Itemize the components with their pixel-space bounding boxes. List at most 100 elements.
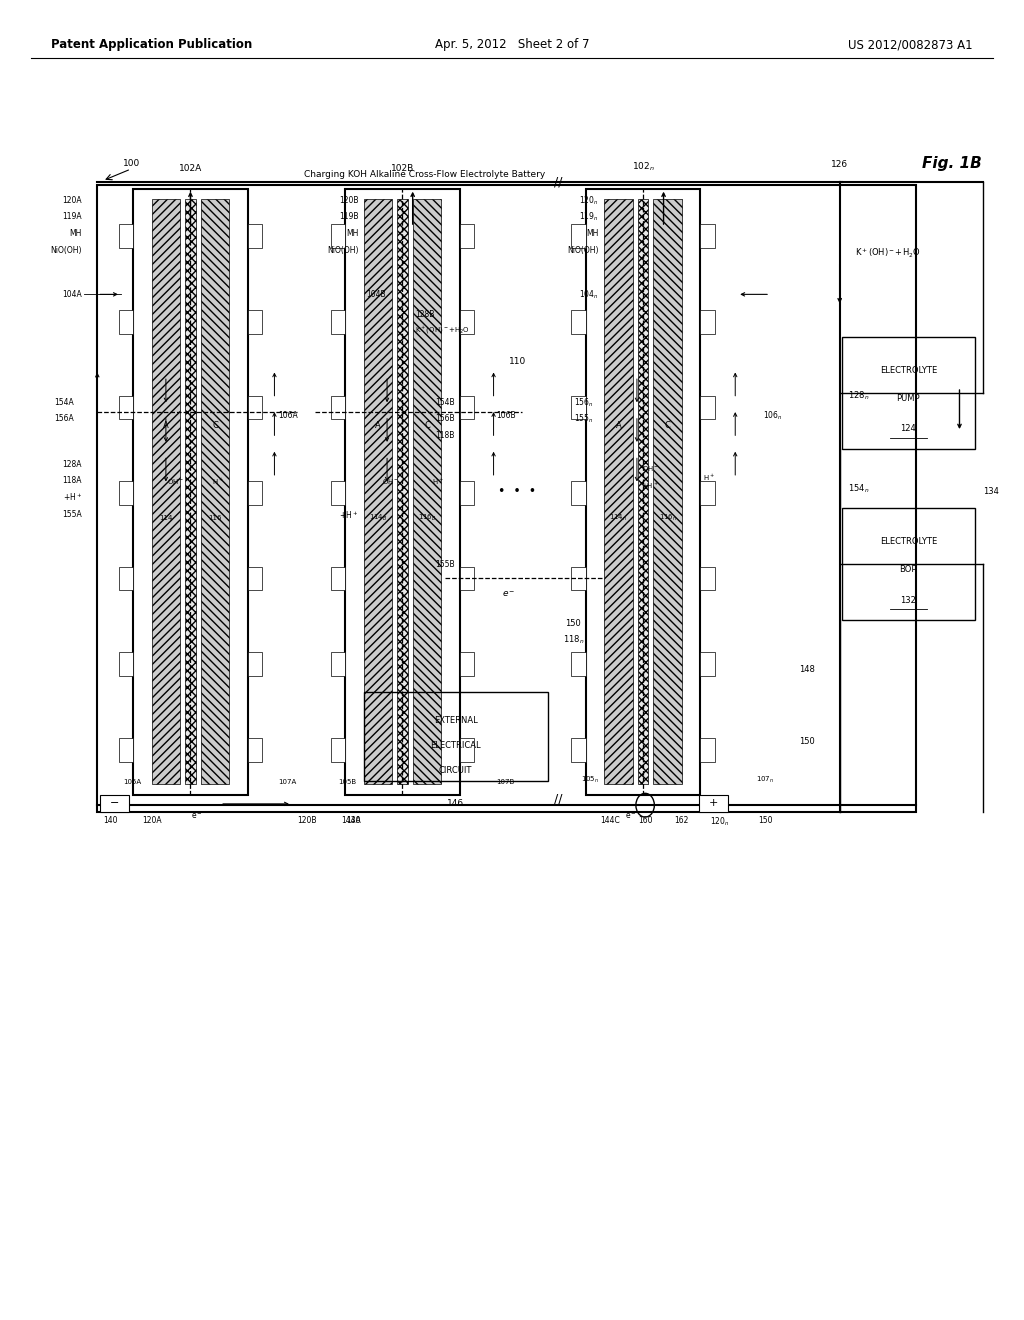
Bar — [700, 566, 715, 590]
Text: +H$^+$: +H$^+$ — [339, 510, 358, 520]
Bar — [700, 396, 715, 420]
Text: 116$_{n}$: 116$_{n}$ — [658, 513, 677, 523]
Text: 144A: 144A — [341, 816, 361, 825]
Text: +: + — [709, 797, 719, 808]
Text: C: C — [212, 421, 218, 430]
Text: 150: 150 — [759, 816, 773, 825]
Text: Apr. 5, 2012   Sheet 2 of 7: Apr. 5, 2012 Sheet 2 of 7 — [435, 38, 589, 51]
Text: 116$_{B}$: 116$_{B}$ — [418, 513, 436, 523]
Bar — [248, 652, 262, 676]
Text: e$^-$: e$^-$ — [502, 589, 516, 599]
Bar — [331, 482, 345, 506]
Text: 148: 148 — [799, 665, 815, 673]
Bar — [185, 199, 196, 784]
Text: 160: 160 — [638, 816, 652, 825]
Text: 146: 146 — [447, 799, 464, 808]
Text: OH$^-$: OH$^-$ — [642, 465, 658, 473]
Bar — [700, 482, 715, 506]
Text: 128B: 128B — [415, 310, 434, 318]
Text: 105A: 105A — [123, 779, 141, 785]
Text: 116: 116 — [208, 515, 222, 521]
Bar — [460, 652, 474, 676]
Text: K$^+$(OH)$^-$+H$_2$O: K$^+$(OH)$^-$+H$_2$O — [415, 325, 470, 335]
Bar — [331, 652, 345, 676]
Text: 156B: 156B — [435, 414, 455, 422]
Text: BOP: BOP — [899, 565, 918, 574]
Text: 104A: 104A — [62, 290, 82, 298]
Text: 162: 162 — [674, 816, 688, 825]
Bar — [201, 199, 229, 784]
Bar — [152, 199, 180, 784]
Text: A: A — [163, 421, 169, 430]
Text: H$^+$: H$^+$ — [702, 473, 715, 483]
Bar — [586, 189, 700, 795]
Text: A: A — [615, 421, 622, 430]
Bar — [248, 224, 262, 248]
Text: 106$_n$: 106$_n$ — [763, 409, 782, 422]
Text: H$^+$: H$^+$ — [432, 477, 444, 487]
Bar — [331, 310, 345, 334]
Text: 150: 150 — [799, 738, 814, 746]
Text: NiO(OH): NiO(OH) — [567, 247, 599, 255]
Text: 104B: 104B — [367, 290, 386, 298]
Bar — [248, 566, 262, 590]
Text: 156$_n$: 156$_n$ — [574, 396, 594, 409]
Bar — [331, 566, 345, 590]
Text: 154B: 154B — [435, 399, 455, 407]
Text: C: C — [424, 421, 430, 430]
Bar — [413, 199, 441, 784]
Text: 102A: 102A — [179, 164, 202, 173]
Text: NiO(OH): NiO(OH) — [50, 247, 82, 255]
Text: US 2012/0082873 A1: US 2012/0082873 A1 — [848, 38, 973, 51]
Text: C: C — [665, 421, 671, 430]
Text: 107A: 107A — [279, 779, 297, 785]
Text: A: A — [375, 421, 381, 430]
Bar — [331, 396, 345, 420]
Text: 156A: 156A — [54, 414, 74, 422]
Text: −: − — [110, 797, 120, 808]
Bar — [248, 396, 262, 420]
Bar — [571, 482, 586, 506]
Text: 144C: 144C — [600, 816, 621, 825]
Text: MH: MH — [346, 230, 358, 238]
Text: 155$_n$: 155$_n$ — [574, 412, 594, 425]
Text: +H$^+$: +H$^+$ — [62, 492, 82, 503]
Bar — [331, 224, 345, 248]
Bar — [364, 199, 392, 784]
Text: 119$_n$: 119$_n$ — [580, 210, 599, 223]
Text: 114$_{B}$: 114$_{B}$ — [369, 513, 387, 523]
Text: ELECTROLYTE: ELECTROLYTE — [880, 537, 937, 546]
Bar — [700, 224, 715, 248]
Text: 119B: 119B — [339, 213, 358, 220]
Text: 130: 130 — [346, 816, 360, 825]
Text: CIRCUIT: CIRCUIT — [439, 766, 472, 775]
Text: 120$_n$: 120$_n$ — [710, 816, 730, 828]
Bar — [571, 738, 586, 762]
Bar — [460, 482, 474, 506]
Text: 154A: 154A — [54, 399, 74, 407]
Text: 102$_n$: 102$_n$ — [632, 161, 654, 173]
Bar — [700, 738, 715, 762]
Bar — [248, 310, 262, 334]
Bar — [460, 224, 474, 248]
Text: //: // — [554, 176, 562, 189]
Bar — [460, 738, 474, 762]
Text: 128A: 128A — [62, 461, 82, 469]
Bar — [700, 652, 715, 676]
Text: 120B: 120B — [339, 197, 358, 205]
Text: 124: 124 — [900, 424, 916, 433]
Text: 132: 132 — [900, 595, 916, 605]
Text: 155B: 155B — [435, 561, 455, 569]
Bar — [700, 310, 715, 334]
Text: K$^+$(OH)$^-$+H$_2$O: K$^+$(OH)$^-$+H$_2$O — [855, 247, 921, 260]
Bar — [119, 652, 133, 676]
Bar — [119, 738, 133, 762]
Text: 134: 134 — [983, 487, 999, 495]
Bar — [571, 566, 586, 590]
Text: 120B: 120B — [297, 816, 317, 825]
Bar — [842, 508, 975, 620]
Text: 102B: 102B — [391, 164, 414, 173]
Text: //: // — [554, 792, 562, 805]
Text: 110: 110 — [509, 358, 525, 366]
Text: 120$_n$: 120$_n$ — [580, 194, 599, 207]
